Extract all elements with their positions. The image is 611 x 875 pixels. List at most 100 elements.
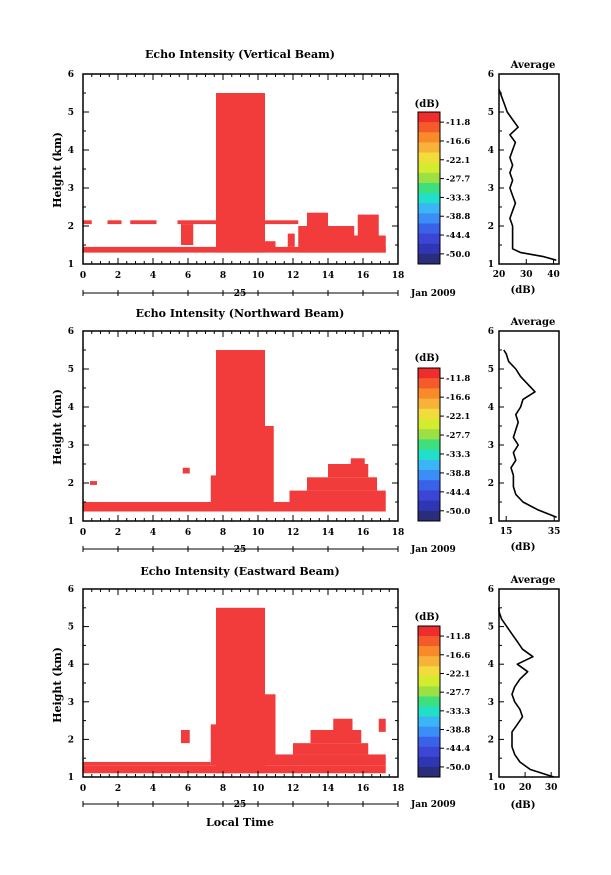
colorbar-band <box>418 182 440 194</box>
x-tick-label: 10 <box>252 528 265 538</box>
heatmap-area <box>83 350 386 512</box>
colorbar-unit: (dB) <box>415 612 440 623</box>
average-y-tick-label: 3 <box>488 184 494 194</box>
x-tick-label: 16 <box>357 271 370 281</box>
echo-cell <box>298 235 386 253</box>
colorbar-band <box>418 419 440 430</box>
average-x-tick-label: 40 <box>547 270 560 280</box>
date-label: Jan 2009 <box>410 545 456 555</box>
average-y-tick-label: 1 <box>488 260 494 270</box>
colorbar-tick-label: -38.8 <box>446 469 470 479</box>
colorbar-tick-label: -22.1 <box>446 412 470 422</box>
colorbar-tick-label: -44.4 <box>446 744 470 754</box>
echo-cell <box>328 464 369 478</box>
average-line <box>498 607 555 778</box>
y-axis: 1 2 3 4 5 6 <box>68 585 398 783</box>
x-tick-label: 8 <box>220 271 226 281</box>
colorbar-unit: (dB) <box>415 99 440 110</box>
average-frame <box>498 73 560 265</box>
y-tick-label: 1 <box>68 773 74 783</box>
y-tick-label: 6 <box>68 70 74 80</box>
echo-cell <box>210 724 216 766</box>
echo-cell <box>357 214 379 236</box>
average-y-tick-label: 1 <box>488 517 494 527</box>
echo-cell <box>177 220 216 225</box>
y-tick-label: 1 <box>68 260 74 270</box>
colorbar-frame <box>417 111 441 265</box>
x-tick-label: 6 <box>185 528 191 538</box>
panel-title: Echo Intensity (Eastward Beam) <box>140 565 339 578</box>
average-x-tick-label: 15 <box>500 527 513 537</box>
echo-cell <box>83 220 92 225</box>
colorbar-band <box>418 142 440 154</box>
colorbar-tick-label: -44.4 <box>446 488 470 498</box>
colorbar: -11.8 -16.6 -22.1 -27.7 -33.3 -38.8 -44.4 -50.0 <box>417 367 470 522</box>
x-tick-label: 4 <box>150 784 156 794</box>
x-tick-label: 8 <box>220 528 226 538</box>
echo-cell <box>310 730 362 744</box>
colorbar-band <box>418 726 440 738</box>
colorbar-band <box>418 636 440 647</box>
colorbar-band <box>418 122 440 133</box>
colorbar-band <box>418 480 440 491</box>
echo-cell <box>298 226 355 236</box>
x-tick-label: 4 <box>150 528 156 538</box>
echo-cell <box>90 481 97 485</box>
echo-cell <box>182 467 190 474</box>
colorbar-tick-label: -11.8 <box>446 118 470 128</box>
echo-cell <box>265 426 274 502</box>
average-profile: 1 2 3 4 5 6 10 20 30 <box>488 585 560 793</box>
average-x-tick-label: 10 <box>493 783 506 793</box>
x-tick-label: 0 <box>80 271 86 281</box>
y-tick-label: 4 <box>68 403 74 413</box>
average-title: Average <box>510 575 556 586</box>
average-y-tick-label: 6 <box>488 585 494 595</box>
echo-cell <box>333 718 353 730</box>
x-tick-label: 0 <box>80 528 86 538</box>
x-tick-label: 6 <box>185 784 191 794</box>
colorbar-band <box>418 686 440 697</box>
y-tick-label: 4 <box>68 146 74 156</box>
colorbar-band <box>418 253 440 265</box>
echo-cell <box>289 490 386 502</box>
echo-cell <box>275 754 386 766</box>
average-y-tick-label: 6 <box>488 327 494 337</box>
average-y-tick-label: 5 <box>488 108 494 118</box>
y-tick-label: 5 <box>68 108 74 118</box>
colorbar-band <box>418 233 440 245</box>
x-tick-label: 18 <box>392 528 405 538</box>
echo-cell <box>83 761 211 766</box>
colorbar-tick-label: -33.3 <box>446 450 470 460</box>
y-tick-label: 3 <box>68 441 74 451</box>
colorbar-band <box>418 439 440 451</box>
colorbar-band <box>418 223 440 235</box>
x-tick-label: 16 <box>357 784 370 794</box>
colorbar-band <box>418 510 440 522</box>
colorbar-band <box>418 716 440 728</box>
panel-eastward: Echo Intensity (Eastward Beam) 0 2 4 6 8 10 12… <box>51 565 560 829</box>
average-y-tick-label: 2 <box>488 222 494 232</box>
y-tick-label: 1 <box>68 517 74 527</box>
average-x-tick-label: 30 <box>520 270 533 280</box>
average-y-tick-label: 2 <box>488 735 494 745</box>
echo-cell <box>130 220 157 225</box>
colorbar-band <box>418 696 440 708</box>
echo-cell <box>287 233 295 247</box>
average-x-tick-label: 20 <box>519 783 532 793</box>
colorbar-band <box>418 746 440 758</box>
echo-cell <box>350 458 365 464</box>
y-tick-label: 6 <box>68 327 74 337</box>
colorbar-band <box>418 213 440 224</box>
panel-title: Echo Intensity (Northward Beam) <box>136 307 345 320</box>
colorbar-band <box>418 152 440 164</box>
date-label: Jan 2009 <box>410 800 456 810</box>
average-y-tick-label: 3 <box>488 698 494 708</box>
colorbar-band <box>418 408 440 420</box>
echo-cell <box>307 477 377 491</box>
colorbar-band <box>418 429 440 440</box>
colorbar-band <box>418 736 440 748</box>
echo-cell <box>181 224 194 245</box>
colorbar-band <box>418 706 440 718</box>
x-tick-label: 14 <box>322 271 335 281</box>
x-tick-label: 12 <box>287 784 300 794</box>
